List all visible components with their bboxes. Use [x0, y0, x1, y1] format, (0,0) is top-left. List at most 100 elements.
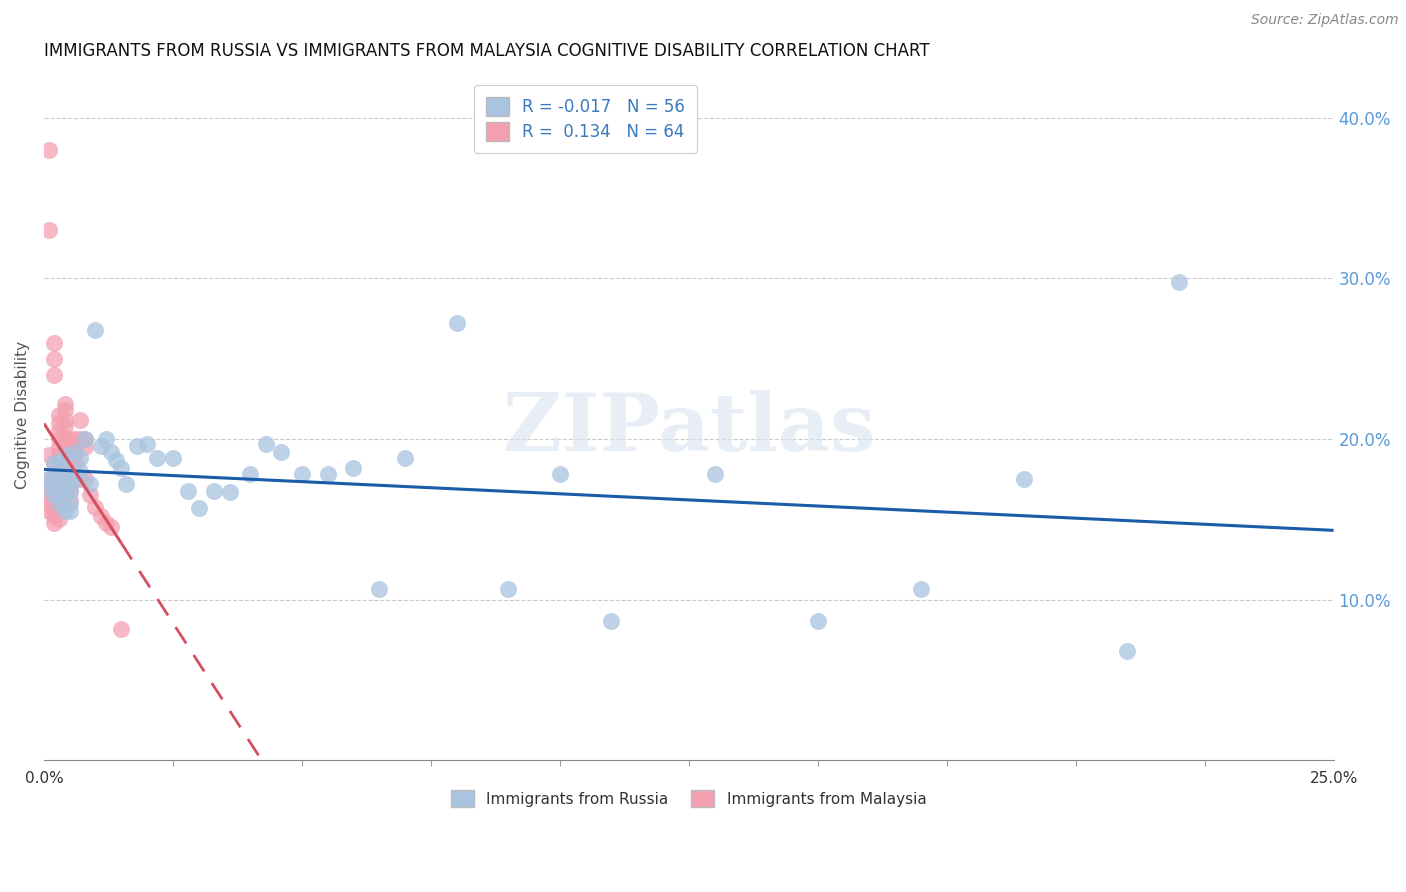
Point — [44, 368, 66, 382]
Point — [90, 438, 112, 452]
Point — [38, 223, 60, 237]
Point — [110, 622, 132, 636]
Point — [496, 582, 519, 596]
Point — [69, 451, 91, 466]
Point — [125, 438, 148, 452]
Point — [270, 445, 292, 459]
Point — [48, 496, 70, 510]
Point — [38, 448, 60, 462]
Point — [63, 445, 86, 459]
Point — [44, 456, 66, 470]
Point — [94, 516, 117, 530]
Point — [38, 143, 60, 157]
Point — [342, 461, 364, 475]
Point — [1116, 644, 1139, 658]
Point — [115, 477, 138, 491]
Point — [910, 582, 932, 596]
Point — [59, 456, 82, 470]
Point — [44, 509, 66, 524]
Point — [75, 432, 97, 446]
Point — [59, 493, 82, 508]
Point — [316, 467, 339, 482]
Point — [177, 483, 200, 498]
Point — [44, 456, 66, 470]
Point — [48, 424, 70, 438]
Point — [59, 448, 82, 462]
Point — [1012, 472, 1035, 486]
Point — [63, 448, 86, 462]
Point — [59, 504, 82, 518]
Point — [394, 451, 416, 466]
Point — [53, 413, 76, 427]
Point — [63, 440, 86, 454]
Point — [48, 448, 70, 462]
Point — [53, 403, 76, 417]
Point — [63, 472, 86, 486]
Point — [53, 451, 76, 466]
Point — [48, 488, 70, 502]
Point — [59, 467, 82, 482]
Point — [44, 335, 66, 350]
Point — [44, 472, 66, 486]
Point — [90, 509, 112, 524]
Point — [59, 432, 82, 446]
Point — [53, 483, 76, 498]
Point — [44, 351, 66, 366]
Point — [69, 472, 91, 486]
Point — [38, 496, 60, 510]
Point — [48, 456, 70, 470]
Point — [44, 500, 66, 514]
Point — [446, 317, 468, 331]
Point — [63, 432, 86, 446]
Point — [53, 440, 76, 454]
Point — [136, 437, 159, 451]
Point — [38, 472, 60, 486]
Point — [48, 408, 70, 422]
Point — [703, 467, 725, 482]
Point — [187, 501, 209, 516]
Point — [79, 477, 101, 491]
Point — [48, 500, 70, 514]
Point — [48, 464, 70, 478]
Point — [368, 582, 391, 596]
Point — [53, 472, 76, 486]
Point — [53, 397, 76, 411]
Point — [48, 512, 70, 526]
Point — [146, 451, 169, 466]
Point — [53, 419, 76, 434]
Point — [53, 432, 76, 446]
Point — [44, 493, 66, 508]
Point — [59, 472, 82, 486]
Point — [84, 500, 107, 514]
Point — [59, 483, 82, 498]
Point — [38, 480, 60, 494]
Point — [239, 467, 262, 482]
Text: IMMIGRANTS FROM RUSSIA VS IMMIGRANTS FROM MALAYSIA COGNITIVE DISABILITY CORRELAT: IMMIGRANTS FROM RUSSIA VS IMMIGRANTS FRO… — [44, 42, 929, 60]
Point — [69, 413, 91, 427]
Point — [100, 445, 122, 459]
Point — [48, 440, 70, 454]
Point — [291, 467, 314, 482]
Point — [48, 472, 70, 486]
Point — [63, 456, 86, 470]
Point — [38, 480, 60, 494]
Point — [110, 461, 132, 475]
Legend: Immigrants from Russia, Immigrants from Malaysia: Immigrants from Russia, Immigrants from … — [443, 782, 934, 815]
Point — [94, 432, 117, 446]
Point — [75, 432, 97, 446]
Point — [53, 464, 76, 478]
Point — [1167, 275, 1189, 289]
Point — [53, 448, 76, 462]
Point — [48, 416, 70, 430]
Point — [48, 477, 70, 491]
Point — [59, 496, 82, 510]
Point — [105, 453, 128, 467]
Point — [38, 488, 60, 502]
Text: Source: ZipAtlas.com: Source: ZipAtlas.com — [1251, 13, 1399, 28]
Point — [162, 451, 184, 466]
Point — [44, 516, 66, 530]
Point — [44, 504, 66, 518]
Point — [69, 432, 91, 446]
Text: ZIPatlas: ZIPatlas — [502, 390, 875, 467]
Point — [53, 461, 76, 475]
